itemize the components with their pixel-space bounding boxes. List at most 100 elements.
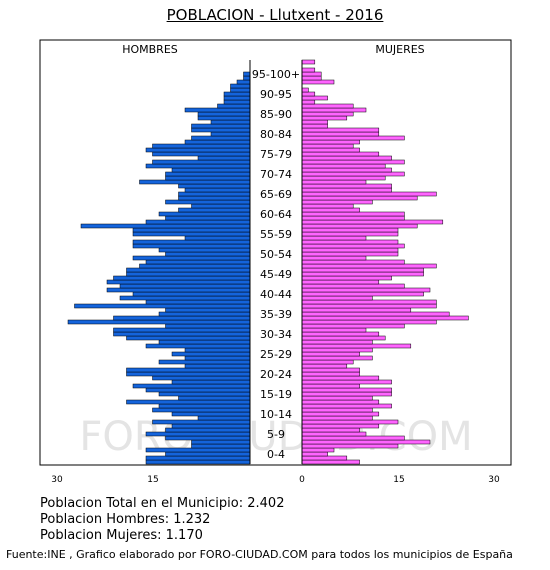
age-group-label: 50-54 [260, 248, 292, 261]
female-bar-age-66 [301, 195, 418, 201]
male-bar-age-12 [171, 411, 251, 417]
watermark: FORO-CIUDAD.COM [79, 414, 472, 460]
female-bar-age-76 [301, 155, 392, 161]
female-bar-age-5 [301, 439, 431, 445]
x-tick-label: 30 [51, 475, 63, 485]
female-bar-age-93 [301, 87, 309, 93]
male-bar-age-68 [184, 187, 251, 193]
male-bar-age-61 [165, 215, 251, 221]
female-bar-age-17 [301, 391, 392, 397]
male-bar-age-62 [158, 211, 251, 217]
male-bar-age-9 [171, 423, 251, 429]
male-bar-age-90 [223, 99, 251, 105]
male-bar-age-73 [171, 167, 251, 173]
female-bar-age-95 [301, 79, 335, 85]
age-group-label: 25-29 [260, 348, 292, 361]
male-bar-age-4 [191, 443, 251, 449]
total-population: Poblacion Total en el Municipio: 2.402 [40, 496, 285, 511]
male-bar-age-93 [230, 87, 251, 93]
male-bar-age-72 [165, 171, 251, 177]
age-group-label: 20-24 [260, 368, 292, 381]
age-group-label: 55-59 [260, 228, 292, 241]
female-bar-age-55 [301, 239, 399, 245]
male-bar-age-60 [145, 219, 251, 225]
female-bar-age-27 [301, 351, 360, 357]
male-bar-age-23 [126, 367, 251, 373]
male-bar-age-6 [165, 435, 251, 441]
female-bar-age-30 [301, 339, 373, 345]
male-bar-age-55 [132, 239, 251, 245]
age-group-label: 35-39 [260, 308, 292, 321]
female-bar-age-89 [301, 103, 354, 109]
female-bar-age-72 [301, 171, 405, 177]
female-bar-age-46 [301, 275, 392, 281]
female-bar-age-25 [301, 359, 354, 365]
female-bar-age-65 [301, 199, 373, 205]
female-bar-age-34 [301, 323, 405, 329]
male-bar-age-21 [152, 375, 251, 381]
female-bar-age-70 [301, 179, 367, 185]
female-bar-age-35 [301, 319, 437, 325]
male-bar-age-87 [197, 111, 251, 117]
male-bar-age-3 [145, 447, 251, 453]
female-bar-age-39 [301, 303, 437, 309]
male-bar-age-43 [106, 287, 251, 293]
male-bar-age-29 [145, 343, 251, 349]
male-bar-age-94 [230, 83, 251, 89]
female-bar-age-22 [301, 371, 360, 377]
male-bar-age-10 [152, 419, 251, 425]
male-bar-age-11 [197, 415, 251, 421]
female-bar-age-3 [301, 447, 335, 453]
female-bar-age-60 [301, 219, 444, 225]
female-bar-age-96 [301, 75, 322, 81]
female-bar-age-16 [301, 395, 373, 401]
female-bar-age-58 [301, 227, 399, 233]
male-bar-age-66 [178, 195, 251, 201]
male-bar-age-59 [80, 223, 251, 229]
female-bar-age-54 [301, 243, 405, 249]
male-bar-age-91 [223, 95, 251, 101]
hombres-label: HOMBRES [122, 43, 178, 56]
female-bar-age-90 [301, 99, 316, 105]
male-bar-age-33 [113, 327, 251, 333]
male-bar-age-84 [191, 123, 251, 129]
age-group-label: 80-84 [260, 128, 292, 141]
female-bar-age-84 [301, 123, 328, 129]
female-bar-age-81 [301, 135, 405, 141]
female-bar-age-19 [301, 383, 360, 389]
male-bar-age-53 [158, 247, 251, 253]
female-bar-age-57 [301, 231, 399, 237]
male-bar-age-40 [145, 299, 251, 305]
male-bar-age-63 [178, 207, 251, 213]
male-bar-age-80 [184, 139, 251, 145]
female-bar-age-20 [301, 379, 392, 385]
female-bar-age-23 [301, 367, 360, 373]
male-bar-age-14 [158, 403, 251, 409]
male-bar-age-56 [184, 235, 251, 241]
x-tick-label: 0 [299, 475, 305, 485]
male-bar-age-0 [145, 459, 251, 465]
female-bar-age-59 [301, 223, 418, 229]
female-bar-age-71 [301, 175, 386, 181]
female-bar-age-4 [301, 443, 399, 449]
female-bar-age-14 [301, 403, 392, 409]
male-bar-age-22 [126, 371, 251, 377]
male-bar-age-88 [184, 107, 251, 113]
male-bar-age-30 [158, 339, 251, 345]
male-bar-age-32 [113, 331, 251, 337]
male-bar-age-44 [119, 283, 251, 289]
mujeres-label: MUJERES [375, 43, 424, 56]
male-bar-age-24 [184, 363, 251, 369]
female-bar-age-79 [301, 143, 354, 149]
age-group-label: 40-44 [260, 288, 292, 301]
male-bar-age-65 [165, 199, 251, 205]
male-bar-age-83 [191, 127, 251, 133]
age-group-label: 10-14 [260, 408, 292, 421]
male-bar-age-77 [152, 151, 251, 157]
male-bar-age-89 [217, 103, 251, 109]
male-bar-age-96 [243, 75, 251, 81]
female-bar-age-92 [301, 91, 316, 97]
female-bar-age-9 [301, 423, 380, 429]
male-bar-age-39 [74, 303, 251, 309]
female-bar-age-88 [301, 107, 367, 113]
